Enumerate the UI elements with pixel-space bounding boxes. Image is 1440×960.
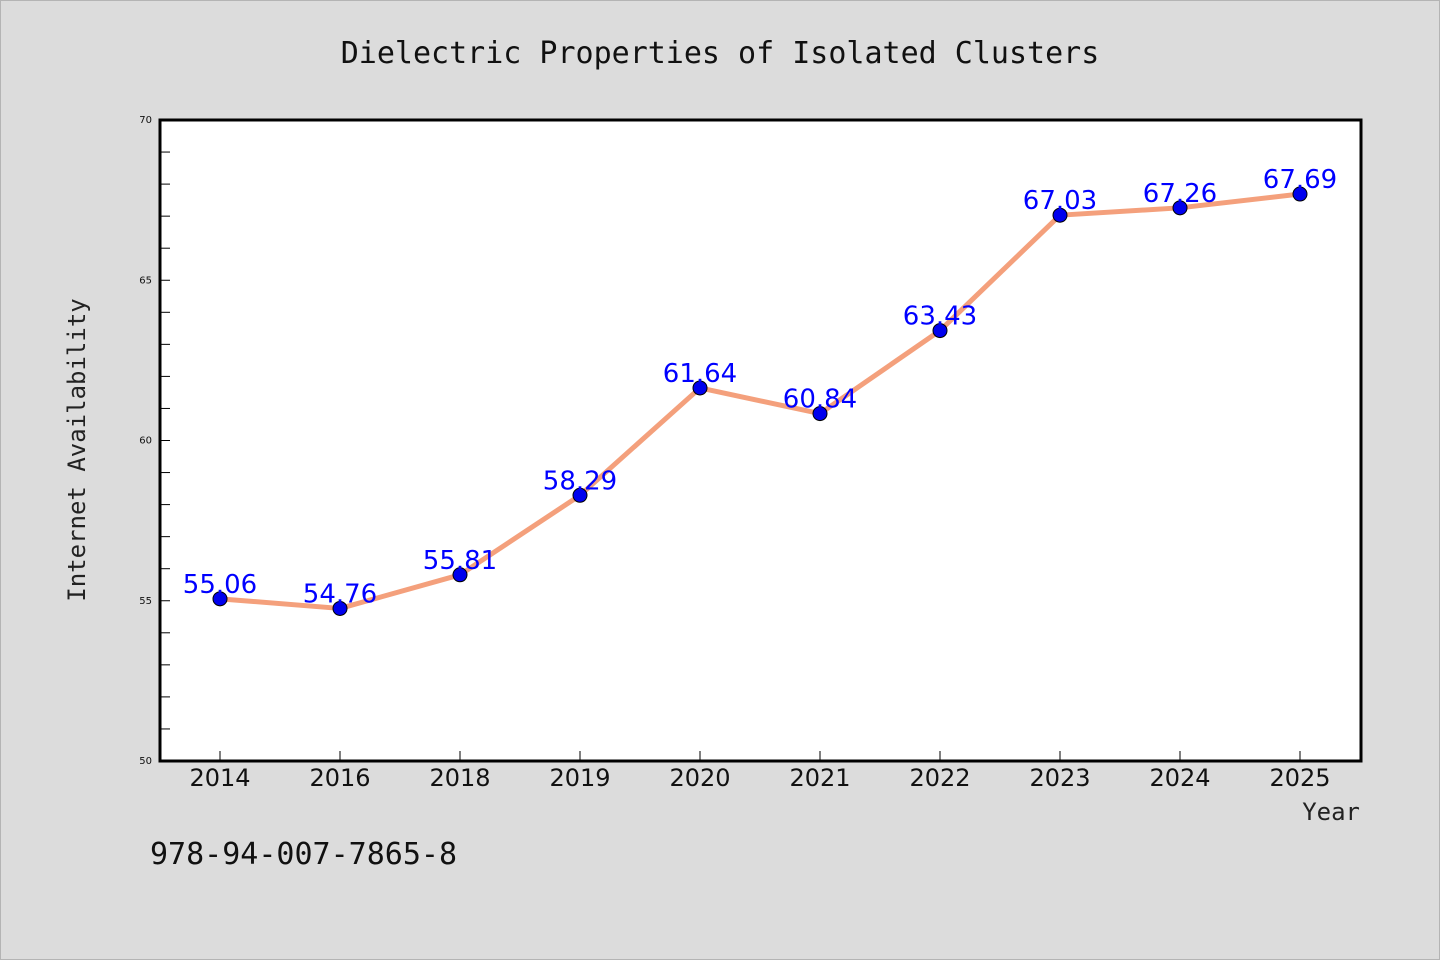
x-tick-label: 2018 (429, 764, 490, 792)
y-tick-label: 70 (139, 115, 152, 126)
plot-area (158, 118, 1363, 763)
x-tick-label: 2024 (1149, 764, 1210, 792)
x-axis-label: Year (1302, 798, 1360, 826)
y-axis-label: Internet Availability (63, 298, 91, 601)
y-axis: 50 55 60 65 70 (139, 115, 170, 767)
x-tick-label: 2020 (669, 764, 730, 792)
data-point (452, 567, 468, 583)
series-line (217, 191, 1303, 611)
data-label: 67.03 (1023, 186, 1097, 216)
y-tick-label: 60 (139, 436, 152, 447)
data-point (1052, 207, 1068, 223)
y-tick-label: 55 (139, 596, 152, 607)
data-labels: 55.06 54.76 55.81 58.29 61.64 60.84 63.43 67.03… (183, 165, 1337, 609)
x-tick-label: 2023 (1029, 764, 1090, 792)
data-point (1172, 200, 1188, 216)
data-label: 63.43 (903, 302, 977, 332)
chart-title: Dielectric Properties of Isolated Cluste… (341, 36, 1100, 71)
data-label: 58.29 (543, 466, 617, 496)
data-point (692, 380, 708, 396)
data-label: 54.76 (303, 579, 377, 609)
data-label: 67.26 (1143, 179, 1217, 209)
x-tick-label: 2021 (789, 764, 850, 792)
y-tick-label: 65 (139, 275, 152, 286)
data-point (812, 406, 828, 422)
annotation-text: 978-94-007-7865-8 (150, 837, 457, 872)
x-tick-label: 2025 (1269, 764, 1330, 792)
data-label: 61.64 (663, 359, 737, 389)
x-tick-label: 2019 (549, 764, 610, 792)
data-markers (212, 186, 1308, 616)
data-label: 55.81 (423, 546, 497, 576)
data-point (932, 323, 948, 339)
data-point (1292, 186, 1308, 202)
data-label: 55.06 (183, 570, 257, 600)
x-tick-label: 2022 (909, 764, 970, 792)
data-point (332, 600, 348, 616)
data-point (212, 591, 228, 607)
x-tick-label: 2016 (309, 764, 370, 792)
x-tick-label: 2014 (189, 764, 250, 792)
data-label: 67.69 (1263, 165, 1337, 195)
data-point (572, 487, 588, 503)
y-tick-label: 50 (139, 756, 152, 767)
data-label: 60.84 (783, 385, 857, 415)
x-axis: 2014 2016 2018 2019 2020 2021 2022 2023 2024 2025 (189, 751, 1331, 792)
